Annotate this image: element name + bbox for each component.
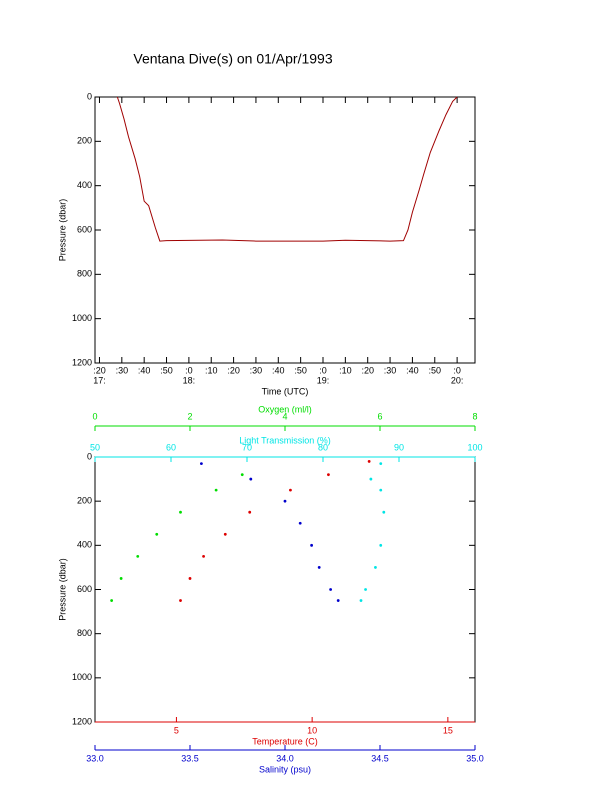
x-axis-label: Light Transmission (%) (239, 435, 331, 445)
profile-point (310, 543, 313, 547)
y-tick-label: 200 (77, 136, 92, 146)
profile-point (327, 473, 330, 477)
x-tick-label: :40 (406, 365, 419, 375)
x-tick-label: 50 (90, 442, 100, 452)
x-hour-label: 19: (317, 375, 330, 385)
profile-point (188, 577, 192, 580)
profile-point (249, 477, 253, 481)
profile-point (298, 521, 302, 525)
profile-point (110, 599, 114, 602)
x-tick-label: 2 (187, 411, 192, 421)
x-tick-label: 100 (467, 442, 482, 452)
x-tick-label: 6 (377, 411, 382, 421)
chart-title: Ventana Dive(s) on 01/Apr/1993 (133, 51, 332, 67)
x-tick-label: :20 (93, 365, 106, 375)
x-tick-label: :20 (227, 365, 240, 375)
profile-point (119, 577, 123, 580)
x-tick-label: 10 (307, 725, 317, 735)
profile-point (374, 566, 377, 569)
x-tick-label: :50 (160, 365, 173, 375)
y-tick-label: 600 (77, 584, 92, 594)
x-tick-label: 80 (318, 442, 328, 452)
y-tick-label: 400 (77, 540, 92, 550)
profile-point (329, 588, 332, 591)
x-tick-label: 90 (394, 442, 404, 452)
x-tick-label: 8 (472, 411, 477, 421)
x-tick-label: :40 (138, 365, 151, 375)
profile-point (289, 488, 292, 492)
y-tick-label: 400 (77, 180, 92, 190)
plot-frame (94, 96, 476, 364)
x-hour-label: 20: (451, 375, 464, 385)
profile-point (202, 554, 205, 558)
profile-point (179, 510, 182, 514)
x-axis-label: Oxygen (ml/l) (258, 404, 312, 414)
profile-point (379, 543, 383, 547)
profile-point (223, 532, 227, 536)
x-tick-label: :20 (361, 365, 374, 375)
y-tick-label: 1000 (72, 313, 92, 323)
x-axis-label: Salinity (psu) (259, 764, 311, 774)
profile-point (367, 460, 371, 463)
x-tick-label: 34.0 (276, 753, 294, 763)
profile-point (382, 510, 386, 514)
y-tick-label: 0 (87, 451, 92, 461)
x-tick-label: 35.0 (466, 753, 484, 763)
profile-point (155, 532, 159, 536)
profile-point (214, 488, 218, 492)
y-tick-label: 200 (77, 496, 92, 506)
depth-line (116, 96, 458, 242)
y-axis-label: Pressure (dbar) (57, 558, 67, 621)
x-tick-label: :10 (339, 365, 352, 375)
profile-point (317, 566, 321, 569)
x-tick-label: 4 (282, 411, 287, 421)
x-tick-label: :10 (205, 365, 218, 375)
profile-point (359, 599, 363, 602)
profile-point (283, 499, 287, 503)
profile-point (379, 462, 383, 466)
x-tick-label: :30 (116, 365, 129, 375)
x-tick-label: 0 (92, 411, 97, 421)
profile-point (336, 599, 340, 602)
y-axis-label: Pressure (dbar) (57, 199, 67, 262)
y-tick-label: 800 (77, 628, 92, 638)
x-tick-label: :0 (319, 365, 327, 375)
x-tick-label: 60 (166, 442, 176, 452)
x-tick-label: :30 (384, 365, 397, 375)
x-tick-label: :50 (294, 365, 307, 375)
x-hour-label: 17: (93, 375, 106, 385)
profile-point (136, 554, 140, 558)
x-tick-label: 34.5 (371, 753, 389, 763)
x-axis-label: Time (UTC) (262, 386, 309, 396)
profile-point (200, 462, 203, 466)
y-tick-label: 600 (77, 224, 92, 234)
profile-point (248, 510, 252, 514)
profile-point (379, 488, 383, 492)
x-tick-label: 5 (174, 725, 179, 735)
profile-point (179, 599, 182, 602)
x-tick-label: :30 (250, 365, 263, 375)
x-tick-label: 15 (443, 725, 453, 735)
x-tick-label: :50 (429, 365, 442, 375)
x-axis-label: Temperature (C) (252, 736, 318, 746)
x-tick-label: :0 (453, 365, 461, 375)
x-tick-label: :0 (185, 365, 193, 375)
profile-point (364, 588, 367, 591)
x-hour-label: 18: (183, 375, 196, 385)
x-tick-label: :40 (272, 365, 285, 375)
y-tick-label: 800 (77, 269, 92, 279)
plot-frame (94, 456, 476, 723)
profile-point (240, 473, 244, 477)
y-tick-label: 1200 (72, 357, 92, 367)
profile-point (369, 477, 373, 481)
y-tick-label: 0 (87, 91, 92, 101)
y-tick-label: 1000 (72, 672, 92, 682)
x-tick-label: 70 (242, 442, 252, 452)
x-tick-label: 33.0 (86, 753, 104, 763)
x-tick-label: 33.5 (181, 753, 199, 763)
y-tick-label: 1200 (72, 716, 92, 726)
